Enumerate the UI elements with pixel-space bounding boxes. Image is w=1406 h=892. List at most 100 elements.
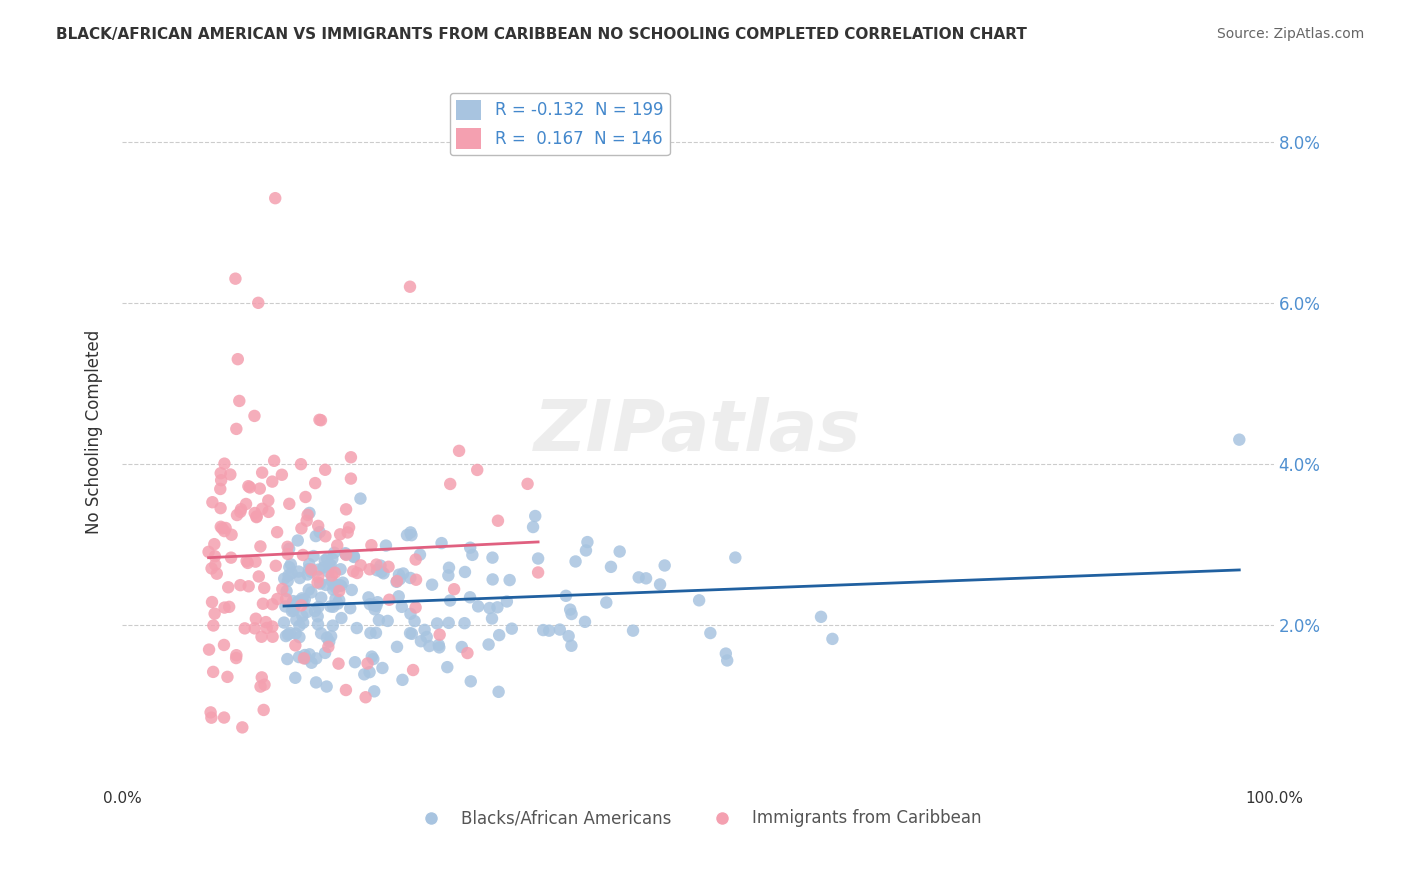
Point [253,703,276,717]
Point [405,573,427,587]
Point [228,393,250,408]
Point [332,575,354,590]
Point [225,651,247,665]
Point [217,580,239,594]
Point [238,579,260,593]
Point [388,567,411,582]
Point [239,480,262,494]
Point [377,559,399,574]
Point [304,604,326,618]
Point [243,621,266,635]
Point [202,665,225,679]
Point [343,549,366,564]
Point [315,578,337,592]
Point [299,585,322,599]
Point [627,570,650,584]
Point [498,573,520,587]
Point [465,463,488,477]
Point [366,563,388,577]
Point [388,590,411,604]
Y-axis label: No Schooling Completed: No Schooling Completed [86,329,103,533]
Point [278,560,301,574]
Text: Source: ZipAtlas.com: Source: ZipAtlas.com [1216,27,1364,41]
Point [295,605,318,619]
Point [307,599,329,614]
Point [395,528,418,542]
Point [328,578,350,592]
Point [335,546,357,560]
Point [467,599,489,614]
Point [621,624,644,638]
Point [325,581,347,595]
Point [429,628,451,642]
Point [458,591,481,605]
Point [377,614,399,628]
Point [202,618,225,632]
Point [326,538,349,552]
Text: ZIPatlas: ZIPatlas [534,397,862,467]
Point [323,566,346,580]
Point [555,589,578,603]
Point [350,558,373,573]
Point [292,615,315,630]
Point [328,657,350,671]
Point [316,551,339,566]
Point [287,533,309,548]
Point [458,541,481,555]
Point [276,652,298,666]
Point [488,628,510,642]
Point [370,565,392,579]
Point [247,295,270,310]
Point [287,565,309,579]
Point [321,552,343,566]
Point [233,621,256,635]
Point [201,495,224,509]
Point [250,466,273,480]
Point [378,592,401,607]
Point [391,599,413,614]
Point [439,477,461,491]
Point [388,572,411,586]
Point [326,597,349,611]
Point [374,539,396,553]
Point [253,581,276,595]
Point [318,634,340,648]
Point [385,640,408,654]
Point [262,475,284,489]
Point [256,621,278,635]
Point [309,591,332,605]
Point [307,609,329,624]
Point [308,413,330,427]
Point [516,476,538,491]
Point [399,626,422,640]
Point [264,558,287,573]
Point [276,584,298,599]
Point [322,582,344,597]
Point [339,601,361,615]
Point [224,271,246,285]
Point [307,617,329,632]
Point [325,578,347,592]
Point [298,557,321,571]
Point [430,536,453,550]
Point [278,541,301,556]
Point [288,619,311,633]
Point [309,413,332,427]
Point [328,593,350,607]
Point [486,600,509,615]
Point [271,582,294,596]
Point [253,678,276,692]
Point [226,352,249,367]
Point [209,466,232,480]
Point [415,630,437,644]
Point [405,552,427,566]
Point [264,191,287,205]
Point [648,577,671,591]
Point [595,596,617,610]
Legend: Blacks/African Americans, Immigrants from Caribbean: Blacks/African Americans, Immigrants fro… [408,803,988,834]
Point [295,514,318,528]
Point [297,567,319,582]
Point [335,547,357,561]
Point [399,525,422,540]
Point [574,615,596,629]
